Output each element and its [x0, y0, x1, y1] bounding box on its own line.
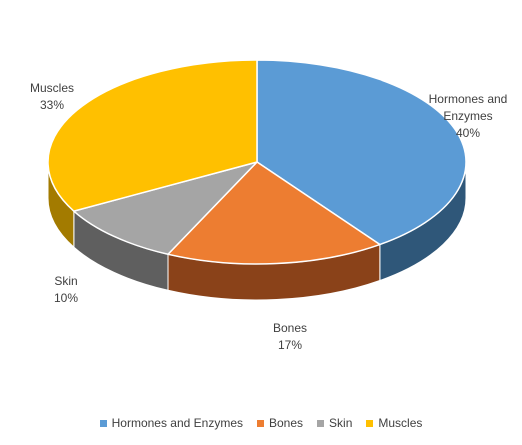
- label-name: Muscles: [29, 81, 74, 95]
- label-name-line-2: Enzymes: [443, 109, 493, 123]
- legend-swatch: [366, 419, 374, 427]
- legend-label: Bones: [269, 416, 304, 430]
- legend-label: Hormones and Enzymes: [111, 416, 243, 430]
- pie-slice-skin: [73, 161, 258, 256]
- legend-swatch: [317, 419, 325, 427]
- legend-item-muscles: Muscles: [366, 416, 422, 430]
- data-label-hormones-and-enzymes: Hormones and Enzymes 40%: [418, 91, 518, 142]
- pie-slice-hormones-and-enzymes: [256, 59, 467, 246]
- data-label-skin: Skin 10%: [46, 273, 86, 307]
- legend-item-hormones-and-enzymes: Hormones and Enzymes: [99, 416, 243, 430]
- pie-slice-bones: [167, 161, 381, 265]
- label-name: Skin: [54, 274, 78, 288]
- legend: Hormones and Enzymes Bones Skin Muscles: [0, 416, 522, 430]
- data-label-bones: Bones 17%: [260, 320, 320, 354]
- label-percent: 33%: [39, 98, 65, 112]
- label-name-line-1: Hormones and: [428, 92, 508, 106]
- pie-slice-muscles: [47, 59, 258, 212]
- label-percent: 17%: [277, 338, 303, 352]
- legend-item-skin: Skin: [317, 416, 352, 430]
- legend-label: Muscles: [378, 416, 423, 430]
- label-percent: 10%: [53, 291, 79, 305]
- label-percent: 40%: [455, 126, 481, 140]
- legend-swatch: [257, 419, 264, 427]
- label-name: Bones: [272, 321, 308, 335]
- legend-swatch: [99, 419, 107, 427]
- legend-label: Skin: [329, 416, 353, 430]
- legend-item-bones: Bones: [257, 416, 303, 430]
- data-label-muscles: Muscles 33%: [20, 80, 84, 114]
